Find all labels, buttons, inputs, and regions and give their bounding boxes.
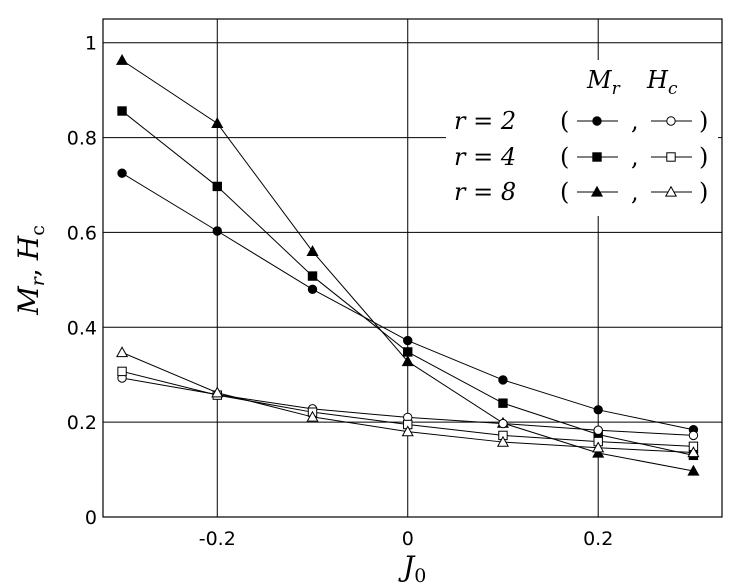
legend-marker-mr-square [592, 152, 602, 162]
data-point-square [117, 106, 127, 116]
legend-marker-mr-circle [592, 116, 602, 126]
data-point-triangle [687, 446, 700, 458]
data-point-triangle [115, 54, 129, 65]
legend-samples [577, 116, 692, 197]
y-tick-label: 0.6 [67, 222, 97, 244]
legend-paren-close-r2: ) [699, 107, 708, 135]
legend-marker-hc-square [666, 152, 676, 162]
y-label-mr-sub: r [27, 275, 49, 286]
data-point-circle [498, 375, 508, 385]
legend-label-r8: r = 8 [454, 178, 516, 206]
legend-marker-mr-triangle [590, 185, 604, 197]
data-point-triangle [496, 435, 510, 447]
data-point-circle [688, 430, 699, 441]
data-point-circle [212, 226, 222, 236]
data-point-triangle [401, 355, 414, 367]
legend-comma-r8: , [631, 178, 639, 206]
legend: Mr Hc r = 2 r = 4 r = 8 ( , ) ( , ) ( , … [446, 60, 718, 216]
series-hc-r8 [115, 346, 700, 458]
x-tick-label: -0.2 [199, 528, 236, 550]
data-point-circle [307, 284, 318, 295]
legend-comma-r4: , [631, 143, 639, 171]
legend-paren-open-r4: ( [560, 143, 569, 171]
legend-paren-close-r4: ) [699, 143, 708, 171]
data-point-square [403, 347, 413, 357]
data-point-circle [498, 418, 508, 429]
data-point-triangle [211, 117, 224, 129]
data-point-triangle [592, 441, 605, 453]
data-point-triangle [211, 386, 224, 398]
grid-lines [103, 19, 722, 518]
plot-frame [102, 18, 723, 518]
y-label-hc: H [12, 235, 45, 261]
series-mr-r8 [115, 54, 700, 476]
legend-marker-hc-circle [666, 116, 676, 126]
x-tick-label: 0.2 [583, 528, 613, 550]
legend-header-hc: Hc [646, 66, 678, 99]
x-tick-label: 0 [402, 528, 414, 550]
data-point-square [498, 398, 508, 408]
x-label-j: J [398, 550, 416, 583]
y-tick-label: 0 [85, 507, 97, 529]
legend-marker-hc-triangle [664, 185, 678, 197]
data-point-triangle [687, 464, 700, 476]
data-point-triangle [306, 410, 319, 422]
x-axis-label: J0 [398, 550, 426, 586]
data-point-circle [593, 425, 603, 435]
data-point-circle [403, 335, 413, 346]
y-tick-label: 0.8 [67, 128, 97, 150]
data-point-circle [117, 168, 127, 178]
series-group [115, 54, 700, 476]
axis-ticks: 0 0.2 0.4 0.6 0.8 1 -0.2 0 0.2 [67, 33, 614, 550]
legend-paren-open-r2: ( [560, 107, 569, 135]
data-point-triangle [115, 346, 129, 358]
y-label-sep: , [12, 268, 45, 277]
series-mr-r2 [117, 168, 699, 435]
data-point-square [117, 366, 127, 377]
y-label-mr: M [12, 285, 45, 316]
data-point-square [307, 271, 318, 281]
legend-label-r4: r = 4 [454, 143, 516, 171]
legend-paren-open-r8: ( [560, 178, 569, 206]
data-point-circle [593, 405, 603, 415]
x-label-sub: 0 [414, 565, 426, 586]
y-label-hc-sub: c [27, 225, 49, 236]
data-point-square [212, 181, 222, 192]
y-tick-label: 0.4 [67, 317, 97, 339]
data-point-triangle [401, 425, 414, 437]
data-point-triangle [592, 446, 605, 458]
y-tick-label: 1 [85, 33, 97, 55]
data-point-triangle [306, 245, 319, 257]
legend-label-r2: r = 2 [454, 107, 516, 135]
y-tick-label: 0.2 [67, 412, 97, 434]
y-axis-label: Mr, Hc [12, 225, 49, 316]
legend-paren-close-r8: ) [699, 178, 708, 206]
legend-header-mr: Mr [586, 66, 621, 99]
legend-comma-r2: , [631, 107, 639, 135]
